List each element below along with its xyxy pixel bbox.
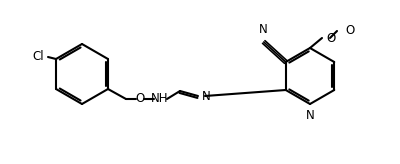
Text: O: O	[326, 31, 335, 44]
Text: Cl: Cl	[32, 51, 44, 63]
Text: N: N	[306, 109, 314, 122]
Text: N: N	[258, 23, 267, 36]
Text: O: O	[345, 24, 355, 38]
Text: NH: NH	[151, 92, 169, 105]
Text: O: O	[135, 92, 145, 105]
Text: N: N	[202, 90, 211, 102]
